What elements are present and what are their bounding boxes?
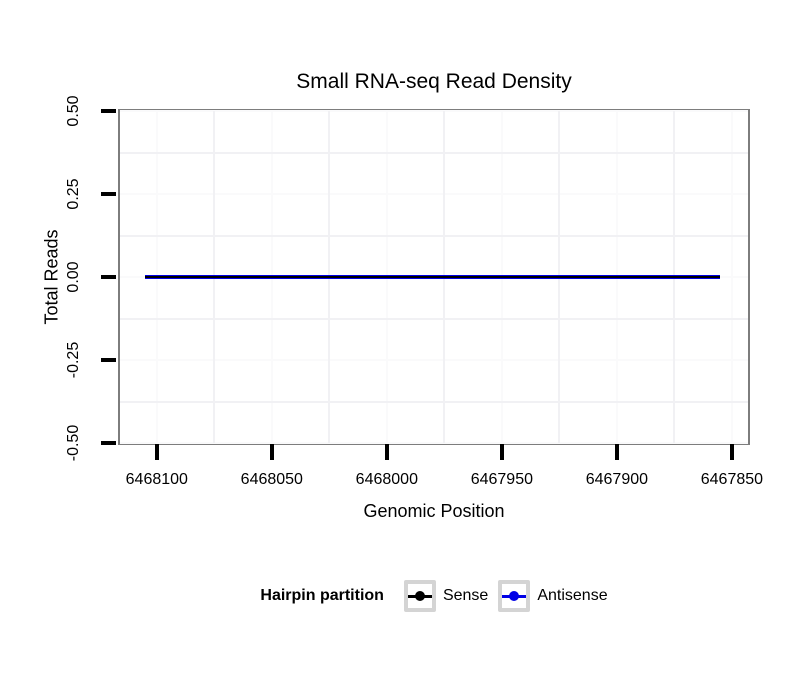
y-tick-label: 0.00 [65,261,82,293]
legend-items: Sense Antisense [403,580,608,612]
y-gridline-major [120,193,748,195]
y-tick-label: -0.50 [65,424,82,462]
x-tick-label: 6467900 [585,471,649,488]
y-gridline-major [120,442,748,444]
x-axis-tick [384,444,389,460]
legend-key-icon [403,580,436,612]
legend-item-sense: Sense [403,580,489,612]
plot-panel [118,109,750,445]
y-axis-tick [101,358,116,362]
x-axis-title: Genomic Position [363,501,505,521]
y-axis-tick [101,192,116,196]
y-gridline-major [120,110,748,112]
x-axis-tick [614,444,619,460]
y-gridline-minor [120,234,748,237]
x-axis-tick [729,444,734,460]
legend-title: Hairpin partition [260,587,384,604]
y-tick-label: 0.25 [65,178,82,210]
legend-key-dot [509,591,520,601]
legend-item-label: Sense [442,587,489,604]
series-line-sense [145,276,721,278]
legend-item-antisense: Antisense [498,580,608,612]
y-axis-tick [101,109,116,113]
x-tick-label: 6467850 [700,471,764,488]
x-tick-label: 6467950 [470,471,534,488]
x-axis-tick [269,444,274,460]
legend-key-icon [498,580,531,612]
y-gridline-minor [120,317,748,320]
x-axis-tick [154,444,159,460]
legend-key-dot [414,591,425,601]
legend: Hairpin partition Sense Antisense [118,576,750,616]
y-tick-label: -0.25 [65,341,82,379]
y-gridline-minor [120,151,748,154]
x-tick-label: 6468000 [355,471,418,488]
y-tick-label: 0.50 [65,95,82,127]
y-gridline-minor [120,400,748,403]
y-gridline-major [120,359,748,361]
legend-item-label: Antisense [537,587,608,604]
chart-title: Small RNA-seq Read Density [296,70,572,93]
y-axis-tick [101,275,116,279]
x-tick-label: 6468100 [125,471,188,488]
y-axis-tick [101,441,116,445]
x-axis-tick [499,444,504,460]
x-tick-label: 6468050 [240,471,303,488]
